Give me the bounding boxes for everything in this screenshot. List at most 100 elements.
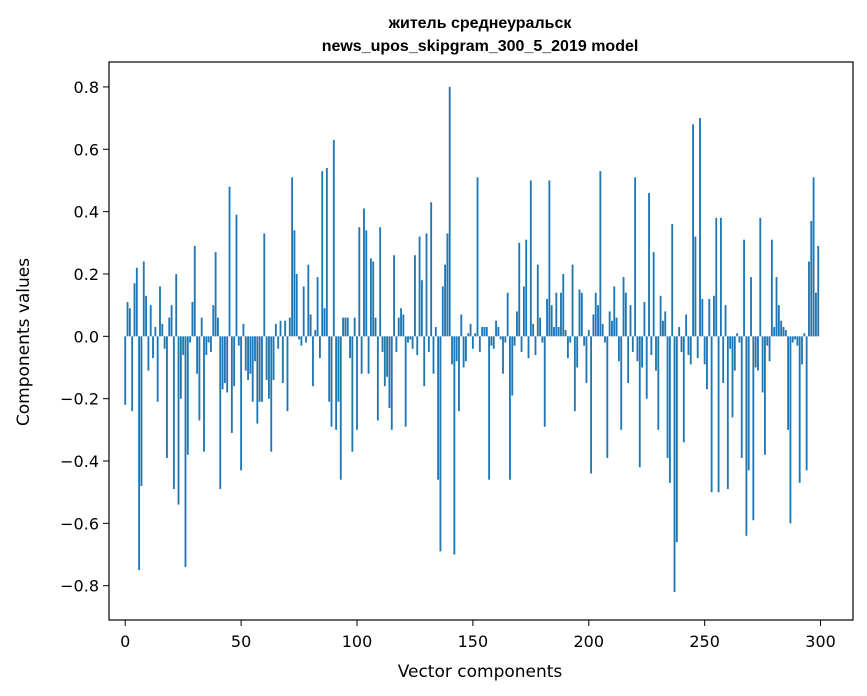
bar-267 bbox=[743, 239, 745, 337]
bar-241 bbox=[682, 336, 685, 443]
bar-204 bbox=[597, 305, 599, 337]
bar-155 bbox=[483, 326, 486, 337]
bar-268 bbox=[745, 336, 748, 536]
bar-120 bbox=[402, 314, 405, 337]
bar-150 bbox=[471, 336, 474, 349]
bar-119 bbox=[400, 308, 402, 337]
bar-42 bbox=[221, 336, 224, 390]
bar-2 bbox=[128, 308, 131, 337]
bar-83 bbox=[316, 277, 319, 337]
bar-174 bbox=[527, 336, 530, 359]
bar-97 bbox=[349, 336, 351, 359]
bar-66 bbox=[277, 336, 280, 349]
bar-209 bbox=[608, 311, 611, 337]
bar-205 bbox=[599, 171, 602, 337]
bar-56 bbox=[254, 336, 256, 362]
bar-37 bbox=[210, 336, 212, 352]
bar-243 bbox=[687, 336, 690, 356]
bar-223 bbox=[641, 336, 644, 368]
x-tick-label: 250 bbox=[689, 632, 720, 651]
bar-5 bbox=[135, 267, 138, 337]
bar-280 bbox=[773, 326, 776, 337]
bar-178 bbox=[536, 264, 539, 337]
bar-156 bbox=[485, 326, 488, 337]
bar-15 bbox=[159, 286, 161, 337]
bar-257 bbox=[719, 217, 722, 337]
bar-9 bbox=[145, 295, 148, 337]
bar-286 bbox=[787, 336, 790, 430]
bar-162 bbox=[499, 336, 502, 340]
bar-35 bbox=[205, 336, 208, 356]
bar-153 bbox=[478, 336, 481, 352]
plot-frame bbox=[108, 61, 854, 621]
bar-95 bbox=[344, 317, 347, 337]
bar-41 bbox=[219, 336, 222, 490]
bar-237 bbox=[673, 336, 676, 592]
bar-138 bbox=[444, 264, 446, 337]
bar-231 bbox=[659, 295, 662, 337]
bar-230 bbox=[657, 336, 660, 430]
bar-43 bbox=[223, 336, 226, 384]
bar-89 bbox=[330, 336, 333, 427]
bar-164 bbox=[504, 336, 507, 343]
bar-3 bbox=[131, 336, 134, 412]
bar-269 bbox=[747, 336, 750, 471]
x-tick-label: 300 bbox=[805, 632, 836, 651]
bar-115 bbox=[390, 336, 393, 430]
bar-134 bbox=[434, 326, 437, 337]
bar-148 bbox=[467, 333, 470, 337]
bar-10 bbox=[147, 336, 150, 371]
bar-73 bbox=[293, 230, 296, 337]
bar-20 bbox=[170, 305, 173, 337]
bar-248 bbox=[699, 118, 701, 337]
chart-title: житель среднеуральск bbox=[388, 15, 573, 32]
bar-188 bbox=[560, 292, 562, 337]
bar-54 bbox=[249, 336, 252, 374]
y-tick-label: 0.2 bbox=[74, 265, 99, 284]
bar-264 bbox=[736, 333, 739, 337]
bar-19 bbox=[168, 317, 171, 337]
bar-23 bbox=[177, 336, 180, 505]
bar-173 bbox=[525, 239, 528, 337]
bar-170 bbox=[518, 242, 521, 337]
bar-208 bbox=[606, 336, 609, 458]
bar-28 bbox=[189, 336, 192, 343]
bar-212 bbox=[615, 317, 618, 337]
bar-4 bbox=[133, 283, 136, 337]
bar-125 bbox=[414, 255, 416, 337]
bar-8 bbox=[142, 261, 145, 337]
y-axis-label: Components values bbox=[14, 258, 34, 426]
bar-215 bbox=[622, 277, 625, 337]
x-axis-label: Vector components bbox=[398, 662, 563, 682]
bar-259 bbox=[724, 305, 727, 337]
y-tick-label: 0.4 bbox=[74, 203, 99, 222]
bar-163 bbox=[502, 336, 504, 374]
bar-107 bbox=[372, 261, 375, 337]
bar-99 bbox=[353, 317, 356, 337]
bar-81 bbox=[312, 336, 314, 387]
bar-72 bbox=[291, 177, 294, 337]
bar-179 bbox=[539, 317, 542, 337]
bar-128 bbox=[420, 280, 423, 337]
bar-53 bbox=[247, 336, 249, 380]
bar-283 bbox=[780, 320, 783, 337]
bar-84 bbox=[318, 336, 321, 359]
bar-62 bbox=[268, 336, 270, 399]
bar-206 bbox=[601, 323, 604, 337]
bar-68 bbox=[281, 336, 284, 384]
bar-211 bbox=[613, 286, 616, 337]
bar-256 bbox=[717, 336, 720, 493]
bar-18 bbox=[166, 336, 168, 458]
bar-111 bbox=[381, 336, 384, 352]
bar-98 bbox=[351, 336, 354, 452]
bar-65 bbox=[274, 323, 277, 337]
bar-11 bbox=[149, 305, 152, 337]
bar-253 bbox=[710, 336, 713, 493]
bar-168 bbox=[513, 336, 516, 346]
bar-145 bbox=[460, 314, 463, 337]
bar-284 bbox=[782, 326, 785, 337]
bar-175 bbox=[529, 180, 532, 337]
bar-93 bbox=[339, 336, 342, 480]
bar-295 bbox=[808, 261, 810, 337]
